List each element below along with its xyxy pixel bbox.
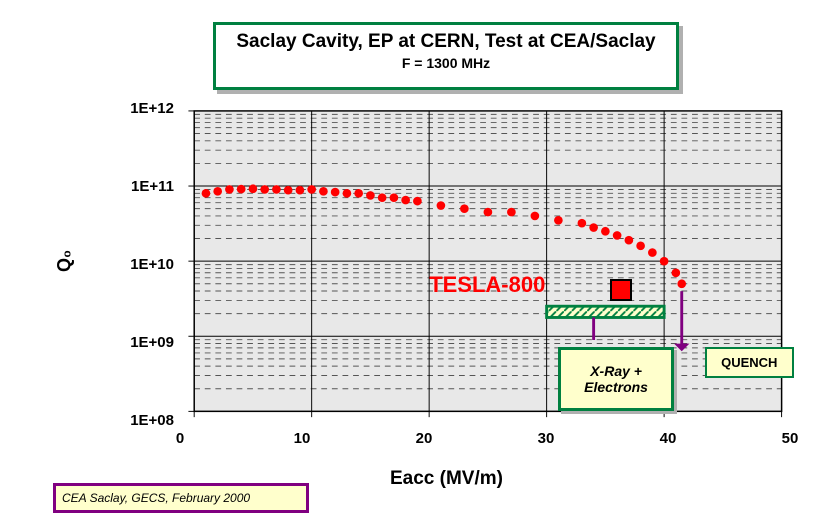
quench-label: QUENCH [721, 355, 777, 370]
page: Saclay Cavity, EP at CERN, Test at CEA/S… [0, 0, 830, 520]
y-tick: 1E+12 [120, 100, 174, 117]
chart-title-sub: F = 1300 MHz [216, 55, 676, 71]
x-tick: 40 [648, 430, 688, 447]
xray-line2: Electrons [561, 379, 671, 395]
x-tick: 10 [282, 430, 322, 447]
y-tick: 1E+10 [120, 256, 174, 273]
y-tick: 1E+11 [120, 178, 174, 195]
y-tick: 1E+09 [120, 334, 174, 351]
chart-plot-area [180, 109, 790, 421]
y-axis-label: Q₀ [54, 250, 75, 272]
x-axis-label: Eacc (MV/m) [390, 468, 503, 490]
x-tick: 20 [404, 430, 444, 447]
footer-credit-box: CEA Saclay, GECS, February 2000 [53, 483, 309, 513]
tesla-label: TESLA-800 [429, 272, 545, 298]
footer-credit-text: CEA Saclay, GECS, February 2000 [62, 491, 250, 505]
xray-annotation-box: X-Ray + Electrons [558, 347, 674, 412]
x-tick: 30 [526, 430, 566, 447]
chart-title-box: Saclay Cavity, EP at CERN, Test at CEA/S… [213, 22, 679, 90]
x-tick: 0 [160, 430, 200, 447]
y-tick: 1E+08 [120, 412, 174, 429]
quench-annotation-box: QUENCH [705, 347, 794, 378]
x-tick: 50 [770, 430, 810, 447]
chart-title-main: Saclay Cavity, EP at CERN, Test at CEA/S… [216, 31, 676, 53]
xray-line1: X-Ray + [561, 363, 671, 379]
tesla-marker [610, 279, 632, 301]
